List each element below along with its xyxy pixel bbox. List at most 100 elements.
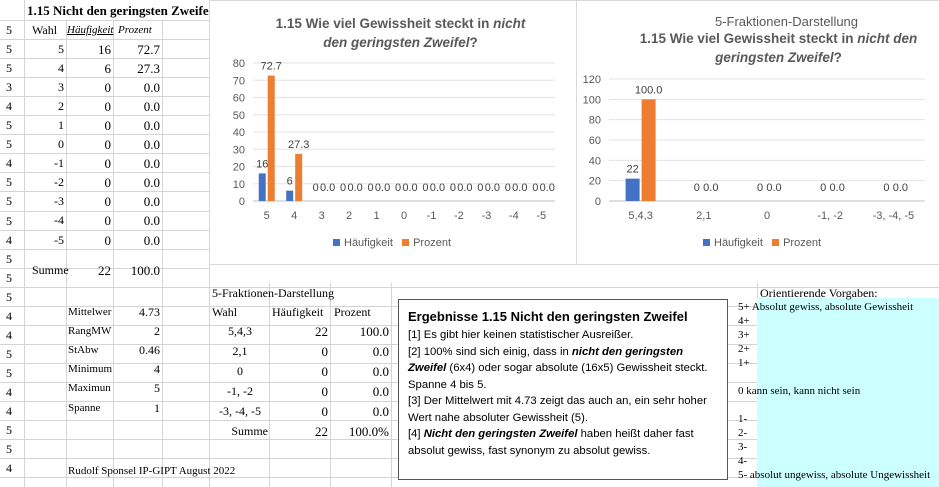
vorgaben-item: 2+ xyxy=(738,343,750,355)
row-prozent: 0.0 xyxy=(143,99,160,115)
x-tick-label: 3 xyxy=(319,210,325,222)
fraktionen-row-p: 0.0 xyxy=(372,364,389,379)
stat-label: Maximun xyxy=(68,382,111,395)
data-label: 100.0 xyxy=(635,84,663,96)
vorgaben-item: 5- absolut ungewiss, absolute Ungewisshe… xyxy=(738,469,931,481)
fraktionen-header-haeufigkeit: Häufigkeit xyxy=(272,305,324,319)
bar-prozent xyxy=(267,75,275,201)
results-point-4: [4] Nicht den geringsten Zweifel haben h… xyxy=(408,428,694,457)
bar-haeufigkeit xyxy=(258,173,266,201)
fraktionen-row-h: 0 xyxy=(321,364,329,379)
row-number: 3 xyxy=(6,80,12,95)
row-number: 4 xyxy=(6,308,12,323)
data-label: 0.0 xyxy=(766,182,781,194)
row-prozent: 0.0 xyxy=(143,194,160,210)
data-label: 0.0 xyxy=(457,182,472,194)
row-haeufigkeit: 0 xyxy=(104,156,112,172)
fraktionen-row-p: 100.0 xyxy=(359,324,389,339)
x-tick-label: -3, -4, -5 xyxy=(873,210,915,222)
x-tick-label: 5 xyxy=(264,210,270,222)
results-textbox[interactable]: Ergebnisse 1.15 Nicht den geringsten Zwe… xyxy=(398,299,728,480)
vorgaben-background xyxy=(757,298,939,487)
data-label: 0 xyxy=(340,182,346,194)
row-wahl: -2 xyxy=(54,175,64,190)
fraktionen-row-h: 0 xyxy=(321,404,329,419)
data-label: 0 xyxy=(532,182,538,194)
row-prozent: 0.0 xyxy=(143,213,160,229)
data-label: 0.0 xyxy=(320,182,335,194)
header-prozent: Prozent xyxy=(118,24,152,36)
vorgaben-item: 3+ xyxy=(738,329,750,341)
y-tick-label: 120 xyxy=(583,74,601,86)
fraktionen-row-p: 0.0 xyxy=(372,404,389,419)
summe-prozent: 100.0 xyxy=(130,263,160,278)
row-haeufigkeit: 16 xyxy=(98,42,111,57)
y-tick-label: 80 xyxy=(589,115,601,127)
row-prozent: 0.0 xyxy=(143,118,160,134)
data-label: 22 xyxy=(626,164,638,176)
stat-label: RangMW xyxy=(68,325,112,338)
vorgaben-title: Orientierende Vorgaben: xyxy=(760,286,878,300)
data-label: 0.0 xyxy=(402,182,417,194)
y-tick-label: 100 xyxy=(583,94,601,106)
data-label: 0.0 xyxy=(703,182,718,194)
y-tick-label: 0 xyxy=(239,196,245,208)
row-number: 5 xyxy=(6,289,12,304)
chart2-legend: Häufigkeit Prozent xyxy=(703,237,821,249)
y-tick-label: 80 xyxy=(233,58,245,70)
chart1-title: 1.15 Wie viel Gewissheit steckt in nicht… xyxy=(275,16,526,50)
data-label: 72.7 xyxy=(261,61,282,73)
fraktionen-summe-h: 22 xyxy=(315,424,328,439)
row-number: 5 xyxy=(6,442,12,457)
fraktionen-row-wahl: 5,4,3 xyxy=(228,324,252,338)
row-number: 5 xyxy=(6,42,12,57)
row-haeufigkeit: 6 xyxy=(104,61,112,77)
row-wahl: 5 xyxy=(58,42,64,56)
row-number: 5 xyxy=(6,118,12,133)
fraktionen-row-h: 22 xyxy=(315,324,328,339)
data-label: 0 xyxy=(477,182,483,194)
stat-value: 1 xyxy=(154,400,160,415)
y-tick-label: 0 xyxy=(595,196,601,208)
bar-haeufigkeit xyxy=(625,178,640,201)
data-label: 0 xyxy=(757,182,763,194)
header-haeufigkeit: Häufigkeit xyxy=(67,24,114,36)
y-tick-label: 50 xyxy=(233,110,245,122)
row-number: 5 xyxy=(6,23,12,37)
row-haeufigkeit: 0 xyxy=(104,118,112,134)
data-label: 0 xyxy=(422,182,428,194)
vorgaben-item: 4+ xyxy=(738,315,750,327)
summe-label: Summe xyxy=(32,263,69,277)
data-label: 0 xyxy=(505,182,511,194)
row-number: 4 xyxy=(6,384,12,399)
row-wahl: -3 xyxy=(54,194,64,209)
data-label: 0 xyxy=(450,182,456,194)
row-wahl: 0 xyxy=(58,137,64,152)
row-prozent: 0.0 xyxy=(143,175,160,191)
row-haeufigkeit: 0 xyxy=(104,137,112,153)
bar-prozent xyxy=(295,153,303,201)
chart-frequency[interactable]: 1.15 Wie viel Gewissheit steckt in nicht… xyxy=(209,0,577,265)
x-tick-label: -1 xyxy=(427,210,437,222)
y-tick-label: 20 xyxy=(233,162,245,174)
row-number: 5 xyxy=(6,175,12,190)
stat-value: 2 xyxy=(154,324,160,339)
fraktionen-title: 5-Fraktionen-Darstellung xyxy=(212,286,334,300)
chart-fraktionen[interactable]: 5-Fraktionen-Darstellung 1.15 Wie viel G… xyxy=(576,0,939,265)
row-haeufigkeit: 0 xyxy=(104,213,112,229)
row-wahl: 3 xyxy=(58,80,64,95)
row-number: 4 xyxy=(6,99,12,114)
row-number: 4 xyxy=(6,232,12,247)
data-label: 0.0 xyxy=(430,182,445,194)
x-tick-label: 2 xyxy=(346,210,352,222)
row-number: 4 xyxy=(6,461,12,476)
y-tick-label: 60 xyxy=(589,135,601,147)
x-tick-label: -5 xyxy=(536,210,546,222)
row-wahl: -4 xyxy=(54,213,64,228)
x-tick-label: 4 xyxy=(291,210,297,222)
data-label: 0 xyxy=(395,182,401,194)
results-point-2: [2] 100% sind sich einig, dass in nicht … xyxy=(408,345,708,391)
x-tick-label: -1, -2 xyxy=(817,210,843,222)
